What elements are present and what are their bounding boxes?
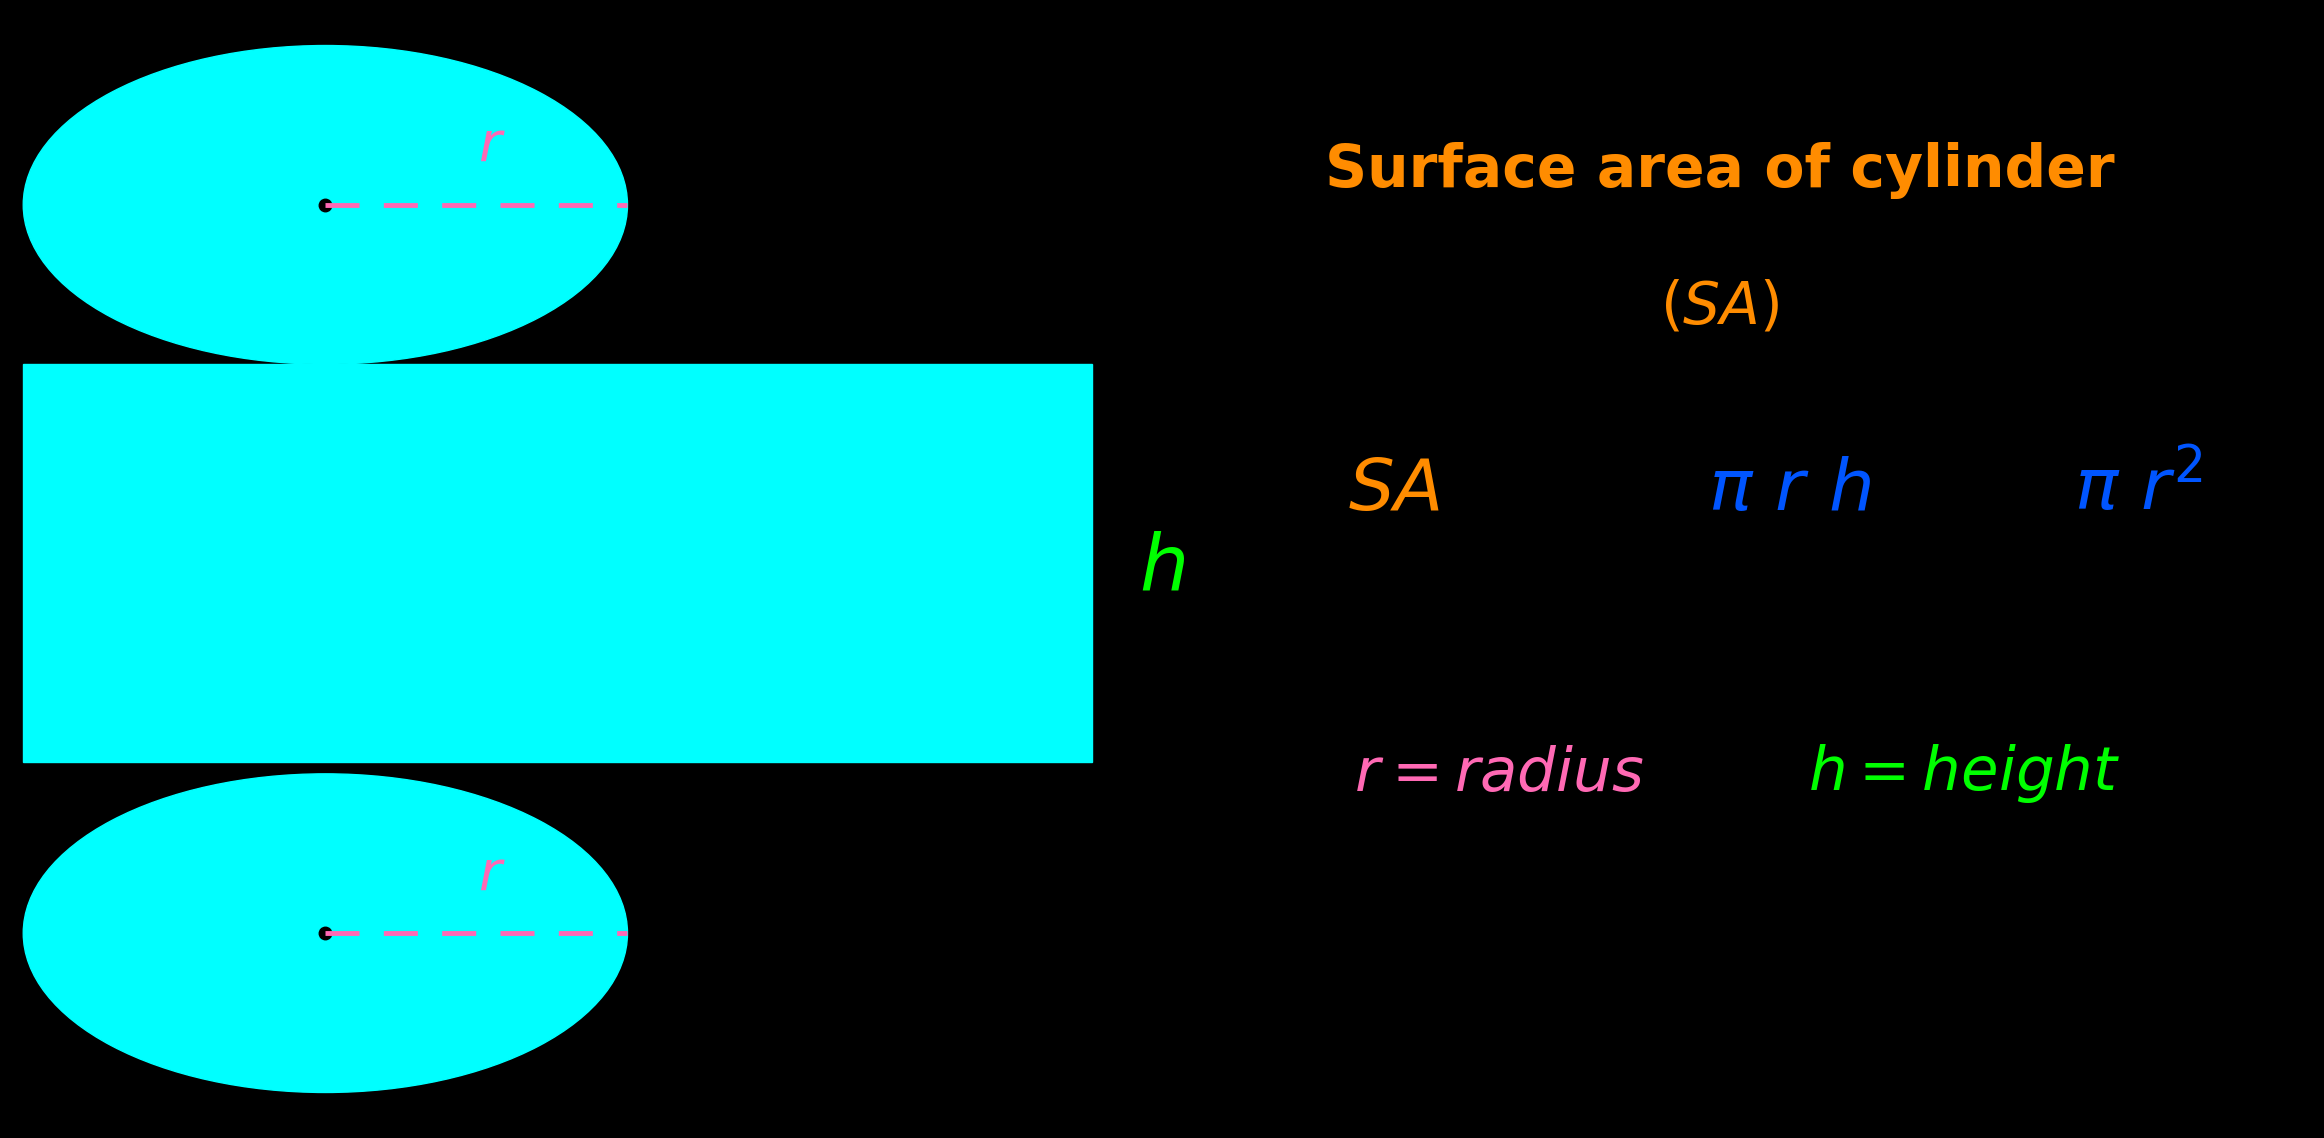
Text: $r = radius$: $r = radius$ [1355,744,1643,803]
Bar [23,364,1092,762]
Text: $r$: $r$ [479,847,504,901]
Text: Surface area of cylinder: Surface area of cylinder [1325,142,2115,199]
Text: $\pi\ r^2$: $\pi\ r^2$ [2073,453,2203,526]
Text: $h$: $h$ [1139,530,1185,608]
Text: $\mathit{SA}$: $\mathit{SA}$ [1348,454,1441,525]
Text: $\pi\ r\ h$: $\pi\ r\ h$ [1708,454,1871,525]
Text: $(\mathit{SA})$: $(\mathit{SA})$ [1659,279,1780,336]
Ellipse shape [23,46,627,364]
Ellipse shape [23,774,627,1092]
Text: $r$: $r$ [479,118,504,173]
Text: $h = height$: $h = height$ [1808,742,2119,806]
